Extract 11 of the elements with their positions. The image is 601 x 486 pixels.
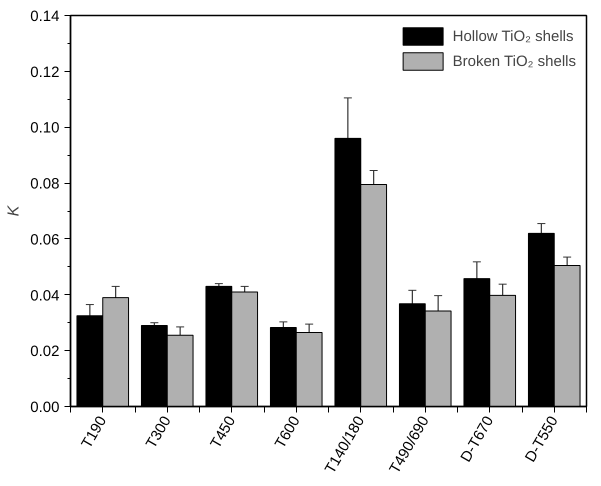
y-tick-label: 0.10: [30, 120, 60, 137]
legend-label: Hollow TiO₂ shells: [452, 28, 574, 44]
legend-label: Broken TiO₂ shells: [452, 52, 576, 70]
y-tick-label: 0.04: [30, 287, 60, 304]
y-tick-label: 0.12: [30, 64, 60, 81]
y-tick-label: 0.02: [30, 343, 60, 360]
y-axis-title: K: [5, 204, 22, 216]
y-tick-label: 0.08: [30, 176, 60, 193]
y-tick-label: 0.00: [30, 399, 60, 416]
y-tick-label: 0.14: [30, 8, 60, 25]
y-tick-label: 0.06: [30, 231, 60, 248]
